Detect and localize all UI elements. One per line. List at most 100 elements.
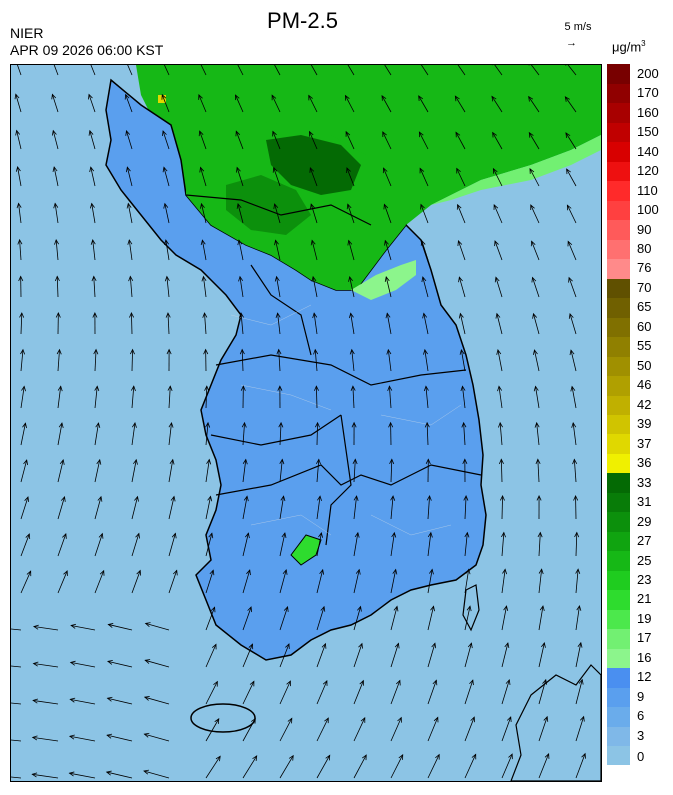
legend-level-label: 46	[637, 377, 652, 393]
wind-arrow-head	[89, 166, 95, 173]
color-scale-legend	[607, 64, 630, 766]
wind-arrow	[20, 570, 32, 594]
wind-arrow-head	[427, 531, 433, 538]
wind-arrow-head	[497, 385, 503, 392]
jeju-island	[190, 703, 256, 733]
wind-arrow	[464, 643, 472, 668]
wind-arrow	[427, 717, 439, 742]
wind-arrow-head	[106, 733, 113, 739]
wind-arrow	[390, 569, 397, 594]
wind-arrow-head	[239, 348, 245, 355]
wind-arrow	[279, 496, 284, 520]
wind-arrow-head	[355, 568, 361, 575]
wind-arrow-head	[198, 94, 203, 100]
wind-arrow-head	[383, 203, 389, 210]
wind-arrow-head	[458, 276, 463, 283]
wind-arrow	[427, 495, 430, 520]
wind-arrow	[462, 386, 466, 409]
wind-arrow	[237, 203, 244, 224]
wind-arrow-head	[204, 385, 210, 391]
wind-arrow-head	[60, 495, 66, 502]
wind-arrow-head	[461, 421, 467, 428]
wind-arrow	[314, 349, 318, 372]
wind-arrow-head	[213, 680, 218, 687]
legend-swatch	[607, 433, 630, 454]
wind-arrow-head	[308, 94, 313, 101]
wind-arrow	[203, 276, 207, 298]
wind-arrow-head	[244, 532, 250, 539]
wind-arrow-head	[464, 531, 470, 538]
wind-arrow-head	[425, 458, 431, 465]
wind-arrow	[94, 422, 99, 446]
wind-arrow	[312, 276, 318, 298]
wind-arrow	[126, 130, 133, 150]
wind-arrow-head	[272, 166, 278, 173]
wind-arrow-head	[543, 715, 549, 722]
wind-arrow-head	[357, 605, 362, 612]
wind-arrow-head	[62, 532, 67, 539]
legend-swatch	[607, 414, 630, 435]
wind-reference-arrow-icon: →	[566, 37, 577, 49]
wind-arrow	[200, 167, 207, 187]
legend-swatch	[607, 317, 630, 338]
wind-arrow-head	[345, 130, 351, 137]
pm25-map[interactable]	[10, 64, 602, 782]
wind-arrow	[242, 459, 247, 483]
wind-arrow-head	[381, 94, 387, 101]
wind-arrow	[538, 605, 544, 631]
legend-level-label: 12	[637, 669, 652, 685]
wind-arrow-head	[346, 203, 352, 210]
wind-arrow-head	[164, 275, 170, 282]
wind-arrow-head	[238, 275, 244, 282]
wind-arrow	[570, 350, 577, 372]
wind-arrow-head	[319, 568, 325, 575]
wind-arrow	[421, 240, 429, 261]
wind-arrow-head	[460, 385, 466, 392]
wind-arrow-head	[52, 166, 58, 172]
wind-arrow-head	[346, 167, 351, 174]
wind-arrow	[382, 131, 392, 150]
wind-arrow-head	[20, 348, 26, 355]
wind-arrow-head	[54, 238, 60, 245]
wind-arrow-head	[279, 458, 285, 465]
legend-level-label: 25	[637, 552, 652, 568]
wind-arrow-head	[491, 95, 497, 102]
legend-swatch	[607, 180, 630, 201]
district-borders	[230, 304, 462, 536]
wind-arrow-head	[420, 239, 426, 246]
wind-arrow-head	[320, 605, 326, 612]
wind-arrow-head	[388, 421, 394, 428]
wind-arrow	[56, 276, 59, 298]
wind-arrow-head	[581, 752, 586, 759]
wind-arrow	[94, 570, 105, 594]
wind-arrow-head	[397, 716, 402, 723]
wind-arrow-head	[275, 312, 281, 319]
wind-arrow	[494, 65, 503, 76]
legend-level-label: 23	[637, 572, 652, 587]
wind-arrow	[205, 496, 211, 520]
wind-arrow-head	[314, 421, 320, 428]
wind-arrow	[163, 65, 170, 76]
wind-arrow	[459, 313, 466, 335]
legend-swatch	[607, 258, 630, 279]
wind-arrow-head	[538, 568, 544, 575]
wind-arrow	[20, 349, 24, 372]
legend-swatch	[607, 745, 630, 766]
wind-arrow-head	[419, 167, 425, 174]
wind-arrow-head	[568, 276, 573, 283]
wind-arrow	[390, 459, 393, 483]
legend-level-label: 27	[637, 533, 652, 549]
wind-arrow-head	[359, 679, 365, 686]
wind-arrow-head	[580, 715, 585, 722]
wind-arrow	[427, 532, 432, 557]
wind-arrow	[279, 532, 286, 557]
wind-arrow-head	[57, 385, 63, 392]
legend-swatch	[607, 706, 630, 727]
wind-arrow-head	[235, 130, 241, 137]
wind-arrow-head	[492, 131, 497, 138]
wind-arrow	[390, 717, 402, 742]
wind-arrow-head	[573, 494, 579, 501]
wind-arrow-head	[531, 276, 537, 283]
wind-arrow-head	[201, 275, 207, 282]
wind-arrow	[533, 313, 540, 335]
